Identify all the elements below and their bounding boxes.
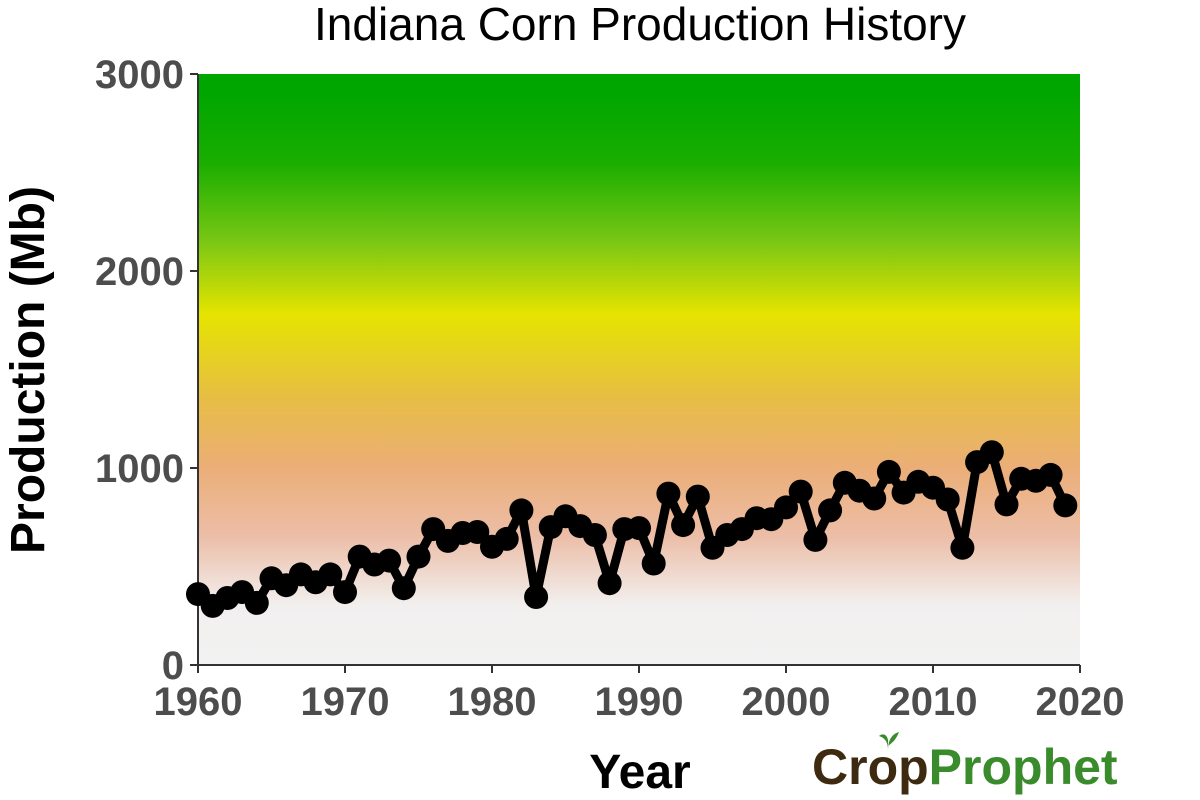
y-axis-label: Production (Mb) — [2, 186, 55, 554]
x-tick-label: 1990 — [595, 680, 684, 724]
data-point — [465, 520, 490, 544]
x-tick-label: 1970 — [301, 680, 390, 724]
data-point — [774, 495, 798, 520]
data-point — [406, 544, 431, 569]
data-point — [818, 498, 843, 523]
data-point — [979, 440, 1004, 465]
data-point — [656, 481, 681, 506]
logo-text-part-b: op — [868, 739, 929, 795]
cropprophet-logo: CropProphet — [812, 732, 1118, 795]
data-point — [685, 484, 710, 509]
data-point — [333, 580, 357, 605]
data-point — [641, 551, 666, 576]
y-ticks: 0 1000 2000 3000 — [95, 53, 198, 688]
data-point — [803, 527, 828, 552]
data-point — [582, 523, 607, 547]
data-point — [935, 487, 960, 512]
sprout-icon — [879, 732, 899, 750]
x-tick-label: 2010 — [889, 680, 978, 724]
data-point — [1038, 462, 1063, 487]
data-point — [627, 516, 651, 541]
plot-background — [198, 74, 1080, 665]
data-point — [950, 535, 975, 560]
logo-text-part-c: Prophet — [929, 739, 1118, 795]
svg-text:CropProphet: CropProphet — [812, 739, 1118, 795]
x-tick-label: 2020 — [1036, 680, 1125, 724]
y-tick-label: 0 — [162, 644, 184, 688]
y-tick-label: 3000 — [95, 53, 184, 97]
data-point — [994, 492, 1019, 517]
data-point — [377, 548, 402, 573]
data-point — [524, 585, 549, 609]
chart-title: Indiana Corn Production History — [314, 0, 966, 50]
data-point — [1053, 493, 1078, 518]
data-point — [788, 479, 813, 504]
data-point — [597, 571, 622, 596]
x-axis-label: Year — [589, 746, 690, 799]
logo-text-part-a: Cr — [812, 739, 868, 795]
x-ticks: 1960 1970 1980 1990 2000 2010 2020 — [154, 665, 1125, 724]
x-tick-label: 1960 — [154, 680, 243, 724]
data-point — [494, 526, 519, 551]
data-point — [509, 498, 534, 523]
y-tick-label: 1000 — [95, 447, 184, 491]
data-point — [391, 576, 416, 601]
series-group — [186, 440, 1078, 618]
data-point — [671, 513, 696, 538]
x-tick-label: 2000 — [742, 680, 831, 724]
data-point — [862, 486, 887, 511]
data-point — [876, 459, 901, 484]
data-point — [318, 562, 343, 587]
y-tick-label: 2000 — [95, 250, 184, 294]
x-tick-label: 1980 — [448, 680, 537, 724]
data-point — [244, 590, 269, 615]
